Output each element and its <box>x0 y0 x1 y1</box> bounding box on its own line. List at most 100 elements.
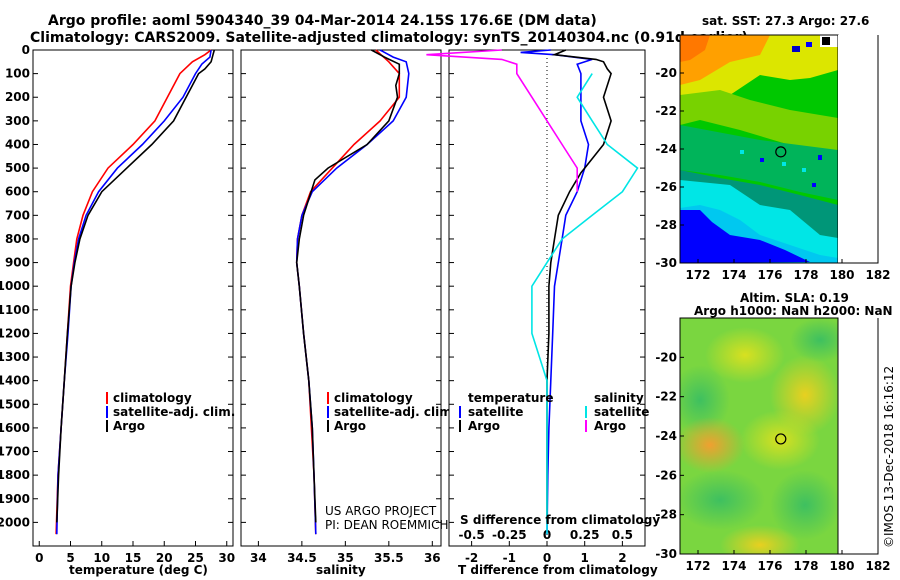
legend-title-temperature: temperature <box>468 391 553 405</box>
map-y-tick-label: -20 <box>655 350 677 364</box>
y-tick-label: 1500 <box>0 397 30 411</box>
map-y-tick-label: -26 <box>655 180 677 194</box>
map-y-tick-label: -22 <box>655 104 677 118</box>
difference-xlabel: T difference from climatology <box>458 563 658 577</box>
x-tick-label: 15 <box>125 551 142 565</box>
x-tick-label: 25 <box>187 551 204 565</box>
legend-label-argo: Argo <box>334 419 366 433</box>
y-tick-label: 1700 <box>0 445 30 459</box>
x-tick-label: 5 <box>66 551 74 565</box>
map-y-tick-label: -24 <box>655 429 677 443</box>
x-tick-label: 10 <box>93 551 110 565</box>
sst-map-title: sat. SST: 27.3 Argo: 27.6 <box>702 14 869 28</box>
legend-label-t-satellite: satellite <box>468 405 523 419</box>
map-x-tick-label: 174 <box>721 268 746 282</box>
legend-label-t-argo: Argo <box>468 419 500 433</box>
salinity-panel: 34 34.5 35 35.5 36 salinity climatology sate… <box>240 49 456 577</box>
x-tick-label: 1 <box>581 551 589 565</box>
x-tick-label: 34 <box>250 551 267 565</box>
map-x-tick-label: 182 <box>865 559 890 573</box>
legend-label-s-satellite: satellite <box>594 405 649 419</box>
sst-map-panel: sat. SST: 27.3 Argo: 27.6 172 17 <box>655 14 890 282</box>
map-y-tick-label: -30 <box>655 547 677 561</box>
temperature-xlabel: temperature (deg C) <box>69 563 208 577</box>
y-tick-label: 1300 <box>0 350 30 364</box>
legend-title-salinity: salinity <box>594 391 644 405</box>
y-tick-label: 300 <box>5 114 30 128</box>
y-tick-label: 1000 <box>0 279 30 293</box>
y-tick-label: 800 <box>5 232 30 246</box>
x2-tick-label: 0.5 <box>612 528 633 542</box>
series-argo <box>295 49 401 523</box>
map-x-tick-label: 180 <box>829 559 854 573</box>
sla-map-title: Altim. SLA: 0.19 <box>740 291 849 305</box>
legend-label-satellite: satellite-adj. clim. <box>334 405 456 419</box>
x-tick-label: 0 <box>35 551 43 565</box>
x-tick-label: 36 <box>424 551 441 565</box>
y-tick-label: 100 <box>5 67 30 81</box>
x-tick-label: 35 <box>337 551 354 565</box>
x-tick-label: 0 <box>543 551 551 565</box>
sla-map-panel: Altim. SLA: 0.19 Argo h1000: NaN h2000: … <box>655 291 892 573</box>
series-t-argo <box>546 49 612 523</box>
x-tick-label: -1 <box>503 551 516 565</box>
header-line2: Climatology: CARS2009. Satellite-adjuste… <box>30 30 748 46</box>
y-tick-label: 2000 <box>0 515 30 529</box>
map-y-tick-label: -30 <box>655 256 677 270</box>
x2-tick-label: -0.5 <box>458 528 484 542</box>
difference-legend-temperature: temperature satellite Argo <box>459 391 553 433</box>
map-x-tick-label: 174 <box>721 559 746 573</box>
map-x-tick-label: 172 <box>685 268 710 282</box>
map-y-tick-label: -28 <box>655 218 677 232</box>
map-y-tick-label: -24 <box>655 142 677 156</box>
argo-position-marker <box>775 433 787 445</box>
legend-label-climatology: climatology <box>113 391 192 405</box>
y-tick-label: 200 <box>5 90 30 104</box>
y-tick-label: 0 <box>22 43 30 57</box>
series-argo <box>56 49 216 523</box>
series-s-argo <box>426 49 579 192</box>
sla-map-field <box>680 318 838 554</box>
x-tick-label: 2 <box>618 551 626 565</box>
temperature-axes-frame <box>32 49 234 547</box>
salinity-axes-frame <box>240 49 442 547</box>
series-s-satellite <box>531 73 639 535</box>
y-tick-label: 400 <box>5 137 30 151</box>
map-y-tick-label: -26 <box>655 468 677 482</box>
x-tick-label: 30 <box>218 551 235 565</box>
legend-label-argo: Argo <box>113 419 145 433</box>
sla-map-subtitle: Argo h1000: NaN h2000: NaN <box>694 304 893 318</box>
difference-xlabel2: S difference from climatology <box>460 513 660 527</box>
difference-legend-salinity: salinity satellite Argo <box>585 391 649 433</box>
y-tick-label: 600 <box>5 185 30 199</box>
temperature-legend: climatology satellite-adj. clim. Argo <box>106 391 235 433</box>
x-tick-label: 20 <box>156 551 173 565</box>
credit-pi: PI: DEAN ROEMMICH <box>325 518 448 532</box>
x-tick-label: 34.5 <box>287 551 317 565</box>
y-tick-label: 500 <box>5 161 30 175</box>
sst-map-field <box>680 35 838 263</box>
map-x-tick-label: 182 <box>865 268 890 282</box>
legend-label-satellite: satellite-adj. clim. <box>113 405 235 419</box>
map-x-tick-label: 172 <box>685 559 710 573</box>
map-x-tick-label: 176 <box>757 559 782 573</box>
x2-tick-label: 0.25 <box>570 528 600 542</box>
temperature-panel: 0 5 10 15 20 25 30 0 100 200 300 400 500 600 700 800 90… <box>0 43 235 577</box>
credit-project: US ARGO PROJECT <box>325 504 437 518</box>
x2-tick-label: -0.25 <box>492 528 527 542</box>
difference-panel: -2 -1 0 1 2 -0.5 -0.25 0 0.25 0.5 T difference f… <box>426 49 660 577</box>
salinity-xlabel: salinity <box>316 563 366 577</box>
series-t-satellite <box>520 49 593 535</box>
y-tick-label: 1900 <box>0 492 30 506</box>
y-tick-label: 1400 <box>0 374 30 388</box>
map-x-tick-label: 178 <box>793 559 818 573</box>
header-line1: Argo profile: aoml 5904340_39 04-Mar-201… <box>48 13 597 29</box>
y-tick-label: 1600 <box>0 421 30 435</box>
y-tick-label: 1200 <box>0 326 30 340</box>
argo-position-marker <box>775 146 787 158</box>
x-tick-label: -2 <box>465 551 478 565</box>
salinity-legend: climatology satellite-adj. clim. Argo <box>327 391 456 433</box>
y-tick-label: 1100 <box>0 303 30 317</box>
map-x-tick-label: 176 <box>757 268 782 282</box>
